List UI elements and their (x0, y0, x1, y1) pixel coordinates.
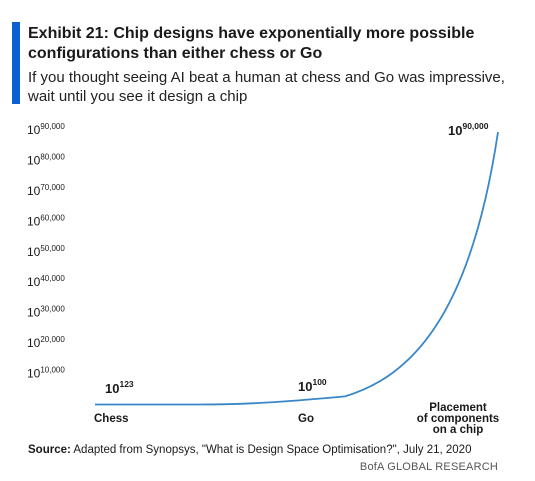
y-tick-label: 1020,000 (27, 335, 65, 350)
y-tick-label: 1080,000 (27, 152, 65, 167)
source-text: Adapted from Synopsys, "What is Design S… (73, 444, 472, 456)
data-label: 10123 (105, 379, 134, 396)
x-category-label: Chess (94, 413, 129, 425)
title-accent-bar (12, 22, 20, 104)
source-note: Source: Adapted from Synopsys, "What is … (28, 444, 471, 456)
data-label: 1090,000 (448, 121, 489, 138)
series-group (95, 131, 499, 406)
data-label: 10100 (298, 377, 327, 394)
chart-subtitle: If you thought seeing AI beat a human at… (28, 69, 505, 105)
y-tick-label: 1050,000 (27, 244, 65, 259)
y-tick-label: 1090,000 (27, 122, 65, 137)
chart-title: Exhibit 21: Chip designs have exponentia… (28, 25, 475, 62)
x-category-label: on a chip (433, 424, 483, 436)
y-tick-label: 1060,000 (27, 213, 65, 228)
y-axis-ticks: 1010,000 1020,000 1030,000 1040,000 1050,000… (27, 122, 65, 381)
x-category-label: Go (298, 413, 314, 425)
y-tick-label: 1010,000 (27, 366, 65, 381)
y-tick-label: 1040,000 (27, 274, 65, 289)
series-line (95, 131, 499, 406)
source-label: Source: (28, 444, 71, 456)
data-labels: 10123 10100 1090,000 (105, 121, 489, 396)
credit: BofA GLOBAL RESEARCH (359, 461, 498, 473)
x-category-label: Placement (429, 402, 487, 414)
y-tick-label: 1070,000 (27, 183, 65, 198)
y-tick-label: 1030,000 (27, 305, 65, 320)
x-category-label: of components (417, 413, 499, 425)
